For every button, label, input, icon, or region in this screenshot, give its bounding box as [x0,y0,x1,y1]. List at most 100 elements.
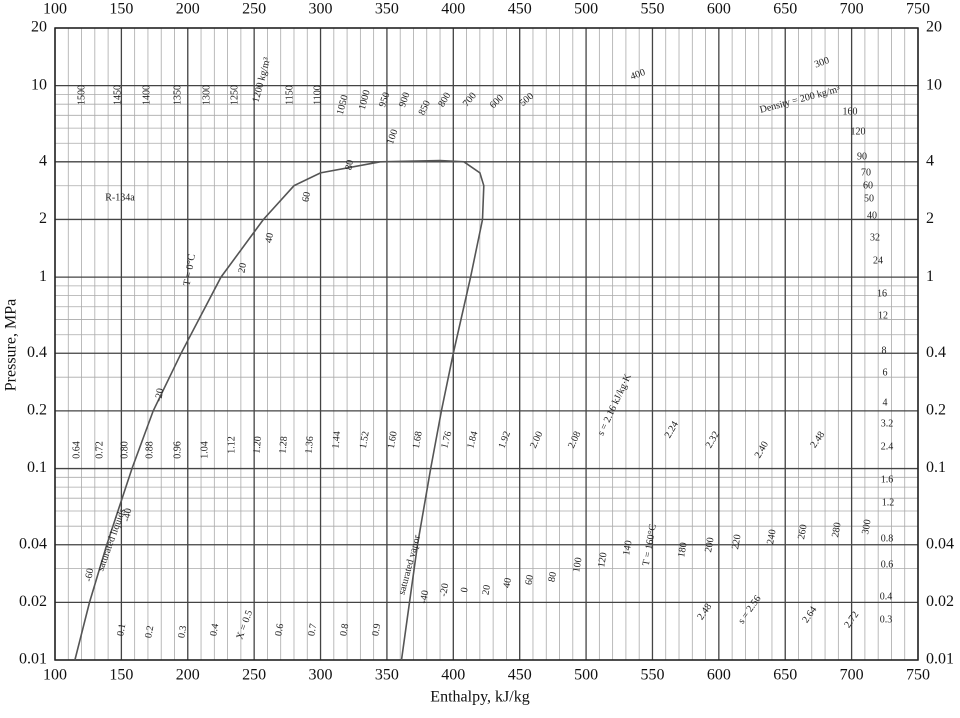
density-label: 60 [863,180,873,191]
entropy-label: 0.88 [144,441,155,459]
x-tick-label-top: 250 [242,1,266,18]
quality-label: 0.9 [370,623,383,637]
x-tick-label-top: 650 [773,1,797,18]
x-tick-label: 100 [43,667,67,684]
x-tick-label-top: 350 [375,1,399,18]
y-tick-label-right: 20 [926,19,942,36]
density-label: 40 [867,210,877,221]
y-tick-label-right: 1 [926,268,934,285]
y-tick-label: 4 [39,152,47,169]
density-label: 0.8 [881,533,894,544]
plot-frame [54,27,919,661]
density-label: 300 [813,55,831,70]
x-tick-label-top: 600 [707,1,731,18]
temperature-label: 100 [385,128,400,146]
temperature-label: 40 [502,577,515,589]
density-label: 1150 [284,85,295,105]
density-label: 0.3 [880,614,893,625]
density-label: 1450 [112,85,123,105]
density-label: 1.2 [882,497,895,508]
entropy-label: 1.28 [278,436,290,454]
entropy-label: 1.04 [199,441,210,459]
x-tick-label: 750 [906,667,930,684]
quality-label: 0.6 [273,623,286,637]
entropy-label: 1.44 [331,431,343,449]
temperature-label: 200 [703,537,716,554]
x-tick-label: 550 [640,667,664,684]
density-label: 1000 [357,89,373,111]
quality-label: 0.7 [306,623,319,637]
density-label: 0.6 [881,559,894,570]
x-tick-label-top: 150 [109,1,133,18]
density-label: 50 [864,193,874,204]
entropy-label: 1.76 [439,430,454,450]
x-tick-label: 700 [840,667,864,684]
temperature-label: 280 [830,522,843,539]
y-tick-label-right: 4 [926,152,934,169]
density-label: 400 [629,67,647,82]
y-tick-label: 0.04 [19,535,47,552]
x-tick-label-top: 300 [309,1,333,18]
entropy-label: 0.80 [119,441,130,459]
entropy-label: 0.64 [71,441,82,459]
x-tick-label: 200 [176,667,200,684]
density-label: 0.4 [880,591,893,602]
temperature-label: 80 [547,571,560,583]
x-tick-label-top: 500 [574,1,598,18]
y-tick-label: 1 [39,268,47,285]
density-label: 900 [397,91,412,109]
y-tick-label-right: 0.1 [926,459,946,476]
y-tick-label: 0.2 [27,402,47,419]
saturation-curve [74,159,441,661]
y-tick-label: 0.4 [27,344,47,361]
entropy-label: 0.96 [172,441,183,459]
y-tick-label-right: 0.04 [926,535,954,552]
entropy-label: 0.72 [94,441,105,459]
density-label: 24 [873,255,883,266]
density-label: 950 [377,91,392,109]
temperature-label: -20 [153,387,166,402]
temperature-label: 40 [264,232,277,244]
y-tick-label-right: 0.2 [926,402,946,419]
temperature-label: 120 [596,552,609,569]
temperature-label: 140 [621,540,634,557]
x-tick-label-top: 400 [441,1,465,18]
y-tick-label-right: 2 [926,210,934,227]
density-label: 32 [870,232,880,243]
x-tick-label: 600 [707,667,731,684]
entropy-label: 1.84 [465,430,480,450]
density-label: 3.2 [881,418,894,429]
temperature-label: 0 [459,587,471,594]
temperature-label: 60 [524,574,537,586]
density-label: 1500 [76,85,87,105]
density-label: 1050 [335,94,351,116]
quality-label: 0.4 [208,623,221,637]
temperature-label: -20 [438,582,451,597]
x-tick-label-top: 100 [43,1,67,18]
y-axis-title: Pressure, MPa [3,299,20,391]
y-tick-label: 20 [31,19,47,36]
entropy-label: 1.52 [358,430,372,449]
x-tick-label: 300 [309,667,333,684]
y-tick-label-right: 0.01 [926,651,954,668]
x-tick-label-top: 550 [640,1,664,18]
temperature-label: -40 [121,507,134,522]
density-label: 1350 [172,85,183,105]
entropy-label: 1.12 [226,436,237,454]
y-tick-label-right: 10 [926,76,942,93]
quality-label: 0.1 [115,623,128,637]
x-tick-label: 250 [242,667,266,684]
x-tick-label-top: 200 [176,1,200,18]
y-tick-label: 0.01 [19,651,47,668]
density-label: 8 [882,345,887,356]
density-label: 1300 [201,85,212,105]
density-label: 120 [851,126,866,137]
density-label: 160 [843,106,858,117]
y-tick-label-right: 0.4 [926,344,946,361]
y-tick-label-right: 0.02 [926,593,954,610]
density-label: 4 [883,397,888,408]
entropy-label: 1.68 [411,430,425,449]
temperature-label: 300 [860,519,873,536]
density-label: 1250 [229,85,240,105]
